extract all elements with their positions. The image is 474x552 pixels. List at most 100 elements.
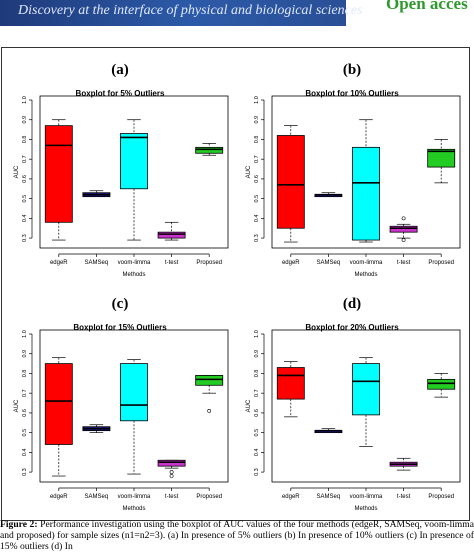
y-tick-label: 0.9 <box>22 350 28 358</box>
outlier-point <box>401 238 406 242</box>
x-tick-label: t-test <box>165 260 179 266</box>
y-tick-label: 0.6 <box>254 175 260 183</box>
y-tick-label: 0.5 <box>254 429 260 437</box>
y-axis-label: AUC <box>246 399 252 412</box>
box-t-test <box>157 221 186 241</box>
panel-label: (d) <box>343 296 361 312</box>
box-edger <box>276 361 305 418</box>
box-proposed <box>427 139 456 184</box>
box-iqr <box>427 378 456 390</box>
box-samseq <box>82 424 111 433</box>
journal-banner: Discovery at the interface of physical a… <box>0 0 362 26</box>
y-tick-label: 0.8 <box>254 370 260 378</box>
y-tick-label: 0.3 <box>254 468 260 476</box>
y-tick-label: 0.8 <box>22 370 28 378</box>
box-proposed <box>195 375 224 413</box>
y-tick-label: 0.4 <box>254 215 260 223</box>
box-iqr <box>276 135 305 229</box>
box-edger <box>44 357 73 477</box>
panel-label: (a) <box>111 62 129 78</box>
box-iqr <box>44 125 73 223</box>
x-tick-label: Proposed <box>196 260 222 266</box>
chart-panel-c: (c) Boxplot for 15% Outliers 0.3 0.4 0.5 0.6 0… <box>6 286 234 516</box>
x-tick-label: voom-limma <box>118 260 151 266</box>
y-axis-label: AUC <box>246 165 252 178</box>
y-tick-label: 1.0 <box>254 330 260 338</box>
figure-frame: (a) Boxplot for 5% Outliers 0.3 0.4 0.5 0.6 0.… <box>1 47 470 521</box>
x-axis-label: Methods <box>354 272 377 278</box>
box-proposed <box>195 143 224 156</box>
box-iqr <box>276 367 305 400</box>
chart-title: Boxplot for 15% Outliers <box>73 323 167 332</box>
box-proposed <box>427 373 456 398</box>
box-voom-limma <box>352 119 380 243</box>
box-voom-limma <box>352 357 380 447</box>
y-tick-label: 0.4 <box>22 215 28 223</box>
box-samseq <box>314 428 343 434</box>
x-tick-label: Proposed <box>196 494 222 500</box>
x-tick-label: SAMSeq <box>85 260 109 266</box>
y-tick-label: 1.0 <box>22 330 28 338</box>
x-tick-label: t-test <box>397 260 411 266</box>
x-tick-label: SAMSeq <box>85 494 109 500</box>
outlier-point <box>169 470 174 474</box>
x-axis-label: Methods <box>354 506 377 512</box>
outlier-point <box>169 474 174 478</box>
x-tick-label: Proposed <box>428 260 454 266</box>
y-tick-label: 0.3 <box>22 234 28 242</box>
y-tick-label: 0.6 <box>22 175 28 183</box>
x-tick-label: edgeR <box>50 494 68 500</box>
y-tick-label: 0.5 <box>22 429 28 437</box>
x-tick-label: voom-limma <box>118 494 151 500</box>
box-iqr <box>427 148 456 168</box>
y-tick-label: 1.0 <box>254 96 260 104</box>
figure-caption: Figure 2: Performance investigation usin… <box>0 519 474 552</box>
y-tick-label: 0.7 <box>254 155 260 163</box>
caption-label: Figure 2: <box>0 519 38 530</box>
x-tick-label: SAMSeq <box>317 494 341 500</box>
open-access-label: Open acces <box>386 0 468 13</box>
chart-title: Boxplot for 5% Outliers <box>76 89 165 98</box>
chart-panel-d: (d) Boxplot for 20% Outliers 0.3 0.4 0.5 0.6 0… <box>238 286 466 516</box>
y-tick-label: 0.9 <box>22 116 28 124</box>
y-tick-label: 0.4 <box>254 449 260 457</box>
y-tick-label: 1.0 <box>22 96 28 104</box>
x-tick-label: edgeR <box>282 260 300 266</box>
x-axis-label: Methods <box>122 272 145 278</box>
panel-label: (b) <box>343 62 361 78</box>
plot-border <box>39 95 229 249</box>
y-tick-label: 0.9 <box>254 350 260 358</box>
outlier-point <box>401 216 406 221</box>
x-tick-label: voom-limma <box>350 260 383 266</box>
box-iqr <box>157 459 186 467</box>
y-tick-label: 0.3 <box>22 468 28 476</box>
panel-label: (c) <box>112 296 129 312</box>
boxplot-svg: (c) Boxplot for 15% Outliers 0.3 0.4 0.5 0.6 0… <box>14 296 229 512</box>
y-tick-label: 0.7 <box>254 389 260 397</box>
x-tick-label: SAMSeq <box>317 260 341 266</box>
chart-panel-b: (b) Boxplot for 10% Outliers 0.3 0.4 0.5 0.6 0… <box>238 52 466 282</box>
y-tick-label: 0.7 <box>22 155 28 163</box>
y-tick-label: 0.9 <box>254 116 260 124</box>
plot-border <box>271 95 461 249</box>
y-tick-label: 0.6 <box>254 409 260 417</box>
x-tick-label: edgeR <box>50 260 68 266</box>
y-tick-label: 0.5 <box>22 195 28 203</box>
box-iqr <box>352 146 380 241</box>
y-axis-label: AUC <box>14 399 20 412</box>
chart-title: Boxplot for 20% Outliers <box>305 323 399 332</box>
chart-title: Boxplot for 10% Outliers <box>305 89 399 98</box>
box-iqr <box>44 363 73 445</box>
box-iqr <box>120 363 148 422</box>
x-tick-label: t-test <box>165 494 179 500</box>
y-tick-label: 0.3 <box>254 234 260 242</box>
x-tick-label: voom-limma <box>350 494 383 500</box>
box-iqr <box>120 133 148 190</box>
boxplot-svg: (a) Boxplot for 5% Outliers 0.3 0.4 0.5 0.6 0.… <box>14 62 229 278</box>
box-iqr <box>389 225 418 233</box>
y-tick-label: 0.5 <box>254 195 260 203</box>
boxplot-svg: (d) Boxplot for 20% Outliers 0.3 0.4 0.5 0.6 0… <box>246 296 461 512</box>
box-iqr <box>195 375 224 386</box>
y-axis-label: AUC <box>14 165 20 178</box>
box-iqr <box>195 146 224 154</box>
